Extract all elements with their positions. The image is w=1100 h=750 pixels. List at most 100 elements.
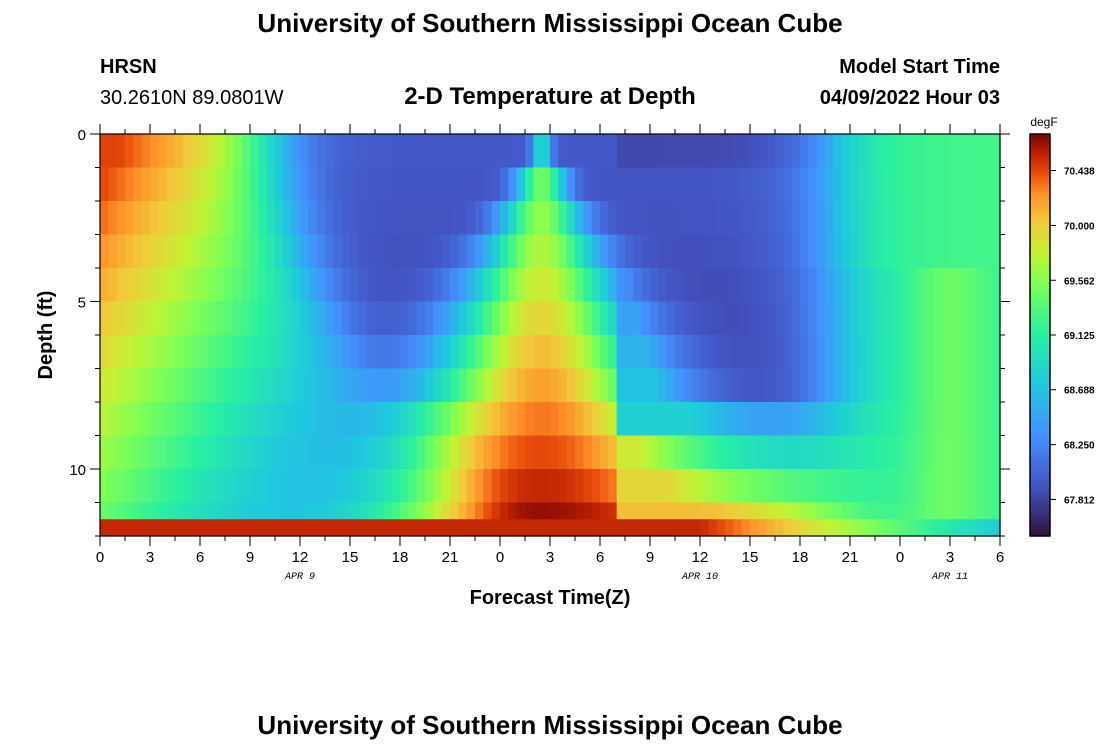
heatmap-cell [683, 519, 693, 536]
heatmap-cell [808, 234, 818, 269]
heatmap-cell [800, 167, 809, 202]
heatmap-cell [183, 469, 193, 504]
heatmap-cell [558, 469, 568, 504]
chart-title: University of Southern Mississippi Ocean… [257, 8, 843, 38]
heatmap-cell [975, 268, 984, 303]
heatmap-cell [966, 435, 976, 470]
heatmap-cell [325, 167, 334, 202]
heatmap-cell [933, 519, 943, 536]
heatmap-cell [633, 402, 643, 437]
heatmap-cell [483, 435, 493, 470]
heatmap-cell [216, 469, 226, 504]
heatmap-cell [591, 519, 601, 536]
heatmap-cell [525, 335, 534, 370]
heatmap-cell [683, 268, 693, 303]
heatmap-cell [500, 268, 509, 303]
heatmap-cell [233, 402, 243, 437]
heatmap-cell [608, 167, 618, 202]
heatmap-cell [950, 301, 959, 336]
heatmap-cell [900, 368, 909, 403]
heatmap-cell [225, 335, 234, 370]
heatmap-cell [683, 301, 693, 336]
heatmap-cell [775, 469, 784, 504]
heatmap-cell [108, 435, 118, 470]
heatmap-cell [850, 435, 859, 470]
heatmap-cell [241, 435, 251, 470]
heatmap-cell [316, 268, 326, 303]
heatmap-cell [125, 234, 134, 269]
heatmap-cell [775, 402, 784, 437]
heatmap-cell [775, 167, 784, 202]
x-date-label: APR 9 [284, 572, 315, 583]
heatmap-cell [741, 134, 751, 169]
heatmap-cell [766, 435, 776, 470]
heatmap-cell [450, 134, 459, 169]
heatmap-cell [200, 268, 209, 303]
colorbar-ramp [1029, 133, 1051, 537]
heatmap-cell [825, 268, 834, 303]
heatmap-cell [791, 469, 801, 504]
heatmap-cell [425, 134, 434, 169]
heatmap-cell [200, 435, 209, 470]
heatmap-cell [291, 368, 301, 403]
heatmap-cell [258, 167, 268, 202]
heatmap-cell [291, 301, 301, 336]
heatmap-cell [391, 167, 401, 202]
heatmap-cell [458, 268, 468, 303]
heatmap-cell [266, 234, 276, 269]
heatmap-cell [541, 335, 551, 370]
heatmap-cell [633, 469, 643, 504]
heatmap-cell [150, 335, 159, 370]
heatmap-cell [258, 201, 268, 236]
heatmap-cell [758, 335, 768, 370]
heatmap-cell [225, 167, 234, 202]
heatmap-cell [258, 368, 268, 403]
heatmap-cell [900, 201, 909, 236]
heatmap-cell [866, 234, 876, 269]
heatmap-cell [158, 268, 168, 303]
heatmap-cell [541, 469, 551, 504]
heatmap-cell [941, 469, 951, 504]
heatmap-cell [566, 167, 576, 202]
heatmap-cell [125, 301, 134, 336]
heatmap-cell [583, 368, 593, 403]
heatmap-cell [941, 234, 951, 269]
heatmap-cell [850, 335, 859, 370]
heatmap-cell [191, 519, 201, 536]
heatmap-cell [466, 435, 476, 470]
heatmap-cell [500, 167, 509, 202]
heatmap-cell [200, 519, 209, 536]
heatmap-cell [466, 519, 476, 536]
heatmap-cell [416, 402, 426, 437]
heatmap-cell [183, 134, 193, 169]
heatmap-cell [541, 402, 551, 437]
heatmap-cell [966, 368, 976, 403]
heatmap-cell [600, 519, 609, 536]
heatmap-cell [350, 469, 359, 504]
heatmap-cell [716, 167, 726, 202]
heatmap-cell [733, 368, 743, 403]
heatmap-cell [266, 134, 276, 169]
heatmap-cell [683, 335, 693, 370]
heatmap-cell [266, 402, 276, 437]
heatmap-cell [366, 234, 376, 269]
heatmap-cell [358, 167, 368, 202]
heatmap-cell [900, 234, 909, 269]
heatmap-cell [816, 435, 826, 470]
heatmap-cell [516, 167, 526, 202]
heatmap-cell [633, 519, 643, 536]
heatmap-cell [625, 402, 634, 437]
heatmap-cell [241, 301, 251, 336]
heatmap-cell [333, 368, 343, 403]
heatmap-cell [250, 402, 259, 437]
heatmap-cell [583, 234, 593, 269]
heatmap-cell [175, 469, 184, 504]
heatmap-cell [175, 435, 184, 470]
heatmap-cell [258, 134, 268, 169]
heatmap-cell [891, 234, 901, 269]
heatmap-cell [116, 268, 126, 303]
heatmap-cell [975, 469, 984, 504]
heatmap-cell [591, 268, 601, 303]
heatmap-cell [533, 234, 543, 269]
heatmap-cell [383, 368, 393, 403]
